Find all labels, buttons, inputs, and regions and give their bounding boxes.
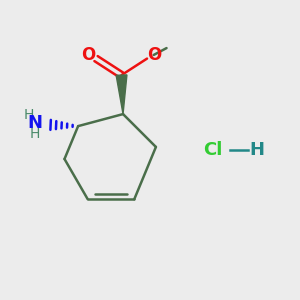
Text: H: H <box>23 108 34 122</box>
Text: N: N <box>27 114 42 132</box>
Text: H: H <box>249 141 264 159</box>
Polygon shape <box>116 75 127 114</box>
Text: H: H <box>29 127 40 141</box>
Text: Cl: Cl <box>203 141 223 159</box>
Text: O: O <box>147 46 161 64</box>
Text: O: O <box>81 46 95 64</box>
